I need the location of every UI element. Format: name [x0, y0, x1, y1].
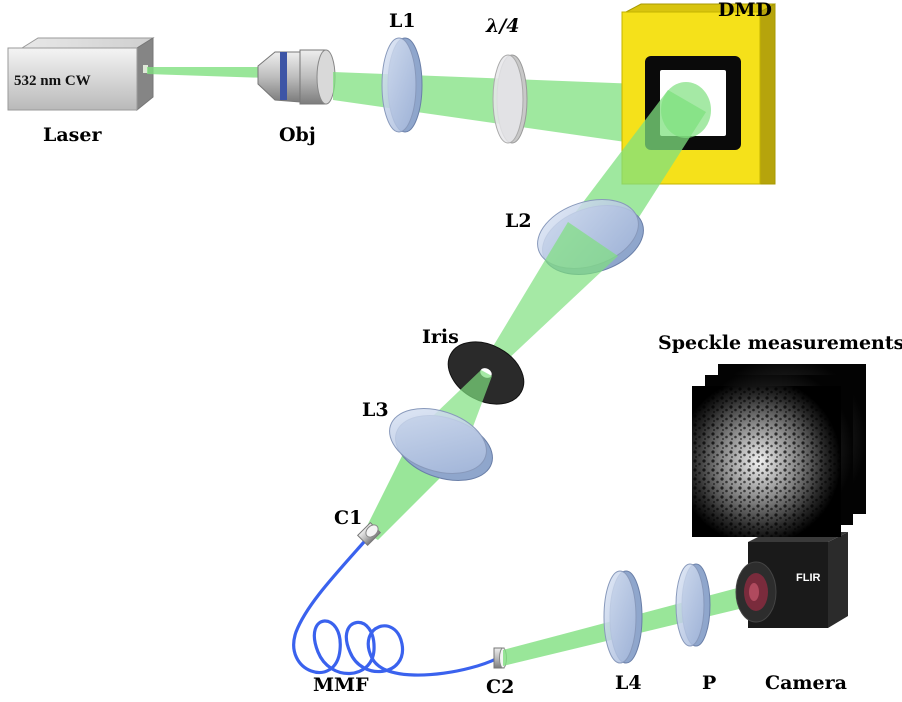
lens-l1 — [381, 37, 423, 133]
c1-label: C1 — [334, 507, 363, 529]
l1-label: L1 — [389, 10, 416, 32]
l4-label: L4 — [615, 672, 642, 694]
beam-l2-to-iris — [480, 222, 618, 376]
laser-spec-text: 532 nm CW — [14, 73, 91, 89]
p-label: P — [702, 672, 717, 694]
camera-brand-text: FLIR — [796, 572, 820, 584]
l2-label: L2 — [505, 210, 532, 232]
speckle-title: Speckle measurements — [658, 332, 902, 354]
coupler-c1 — [356, 521, 382, 547]
polarizer-p — [675, 563, 711, 647]
obj-label: Obj — [279, 124, 316, 146]
quarter-wave-plate — [492, 54, 528, 144]
objective-lens — [257, 49, 336, 105]
quarter-wave-label: λ/4 — [486, 15, 520, 37]
multimode-fiber — [292, 540, 499, 677]
laser-source: 532 nm CW — [7, 37, 155, 112]
speckle-frames — [692, 364, 866, 537]
lens-l4 — [603, 570, 643, 664]
mmf-label: MMF — [313, 674, 369, 696]
dmd-label: DMD — [718, 0, 772, 21]
iris-label: Iris — [422, 326, 459, 348]
laser-label: Laser — [43, 124, 102, 146]
l3-label: L3 — [362, 399, 389, 421]
lens-l3 — [389, 408, 493, 481]
camera-body: FLIR — [735, 532, 848, 628]
c2-label: C2 — [486, 676, 515, 698]
camera-label: Camera — [765, 672, 847, 694]
beam-laser-to-obj — [147, 67, 268, 78]
